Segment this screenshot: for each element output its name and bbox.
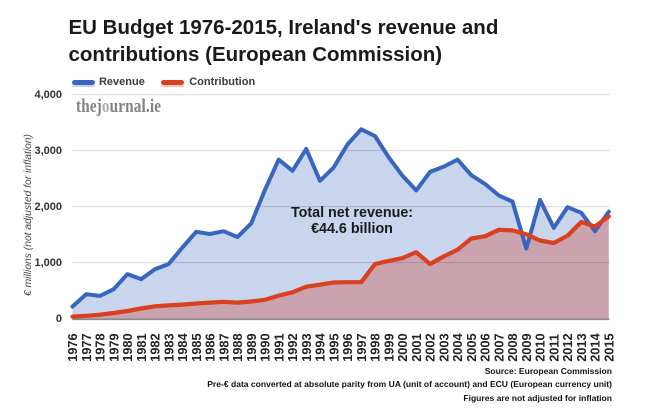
- svg-text:1976: 1976: [65, 333, 80, 361]
- svg-text:1989: 1989: [244, 333, 259, 361]
- svg-text:1996: 1996: [340, 333, 355, 361]
- svg-text:2001: 2001: [409, 333, 424, 361]
- svg-text:2002: 2002: [423, 333, 438, 361]
- svg-text:2012: 2012: [560, 333, 575, 361]
- svg-text:€ millions (not adjusted for i: € millions (not adjusted for inflation): [23, 134, 34, 296]
- svg-text:2,000: 2,000: [34, 201, 62, 213]
- svg-text:2003: 2003: [436, 333, 451, 361]
- svg-text:1977: 1977: [79, 333, 94, 361]
- svg-text:1980: 1980: [120, 333, 135, 361]
- svg-text:2013: 2013: [574, 333, 589, 361]
- svg-text:1981: 1981: [134, 333, 149, 361]
- svg-text:1994: 1994: [313, 332, 328, 361]
- svg-text:1992: 1992: [285, 333, 300, 361]
- svg-text:1982: 1982: [148, 333, 163, 361]
- svg-text:2014: 2014: [588, 332, 603, 361]
- svg-text:2000: 2000: [395, 333, 410, 361]
- svg-text:2005: 2005: [464, 333, 479, 361]
- svg-text:1984: 1984: [175, 332, 190, 361]
- svg-text:1999: 1999: [381, 333, 396, 361]
- svg-text:1998: 1998: [368, 333, 383, 361]
- svg-text:4,000: 4,000: [34, 89, 62, 101]
- svg-text:1978: 1978: [93, 333, 108, 361]
- svg-text:2007: 2007: [491, 333, 506, 361]
- svg-text:2015: 2015: [601, 333, 616, 361]
- svg-text:1986: 1986: [203, 333, 218, 361]
- svg-text:1979: 1979: [106, 333, 121, 361]
- svg-text:3,000: 3,000: [34, 145, 62, 157]
- svg-text:1995: 1995: [326, 333, 341, 361]
- svg-text:1983: 1983: [161, 333, 176, 361]
- svg-text:1993: 1993: [299, 333, 314, 361]
- svg-text:2010: 2010: [533, 333, 548, 361]
- svg-text:1,000: 1,000: [34, 257, 62, 269]
- svg-text:2011: 2011: [546, 334, 561, 362]
- svg-text:2006: 2006: [478, 333, 493, 361]
- svg-text:1991: 1991: [271, 333, 286, 361]
- svg-text:2009: 2009: [519, 333, 534, 361]
- svg-text:1988: 1988: [230, 333, 245, 361]
- svg-text:1985: 1985: [189, 333, 204, 361]
- svg-text:2004: 2004: [450, 332, 465, 361]
- svg-text:2008: 2008: [505, 333, 520, 361]
- svg-text:1997: 1997: [354, 333, 369, 361]
- svg-text:1990: 1990: [258, 333, 273, 361]
- svg-text:1987: 1987: [216, 333, 231, 361]
- svg-text:0: 0: [56, 313, 62, 325]
